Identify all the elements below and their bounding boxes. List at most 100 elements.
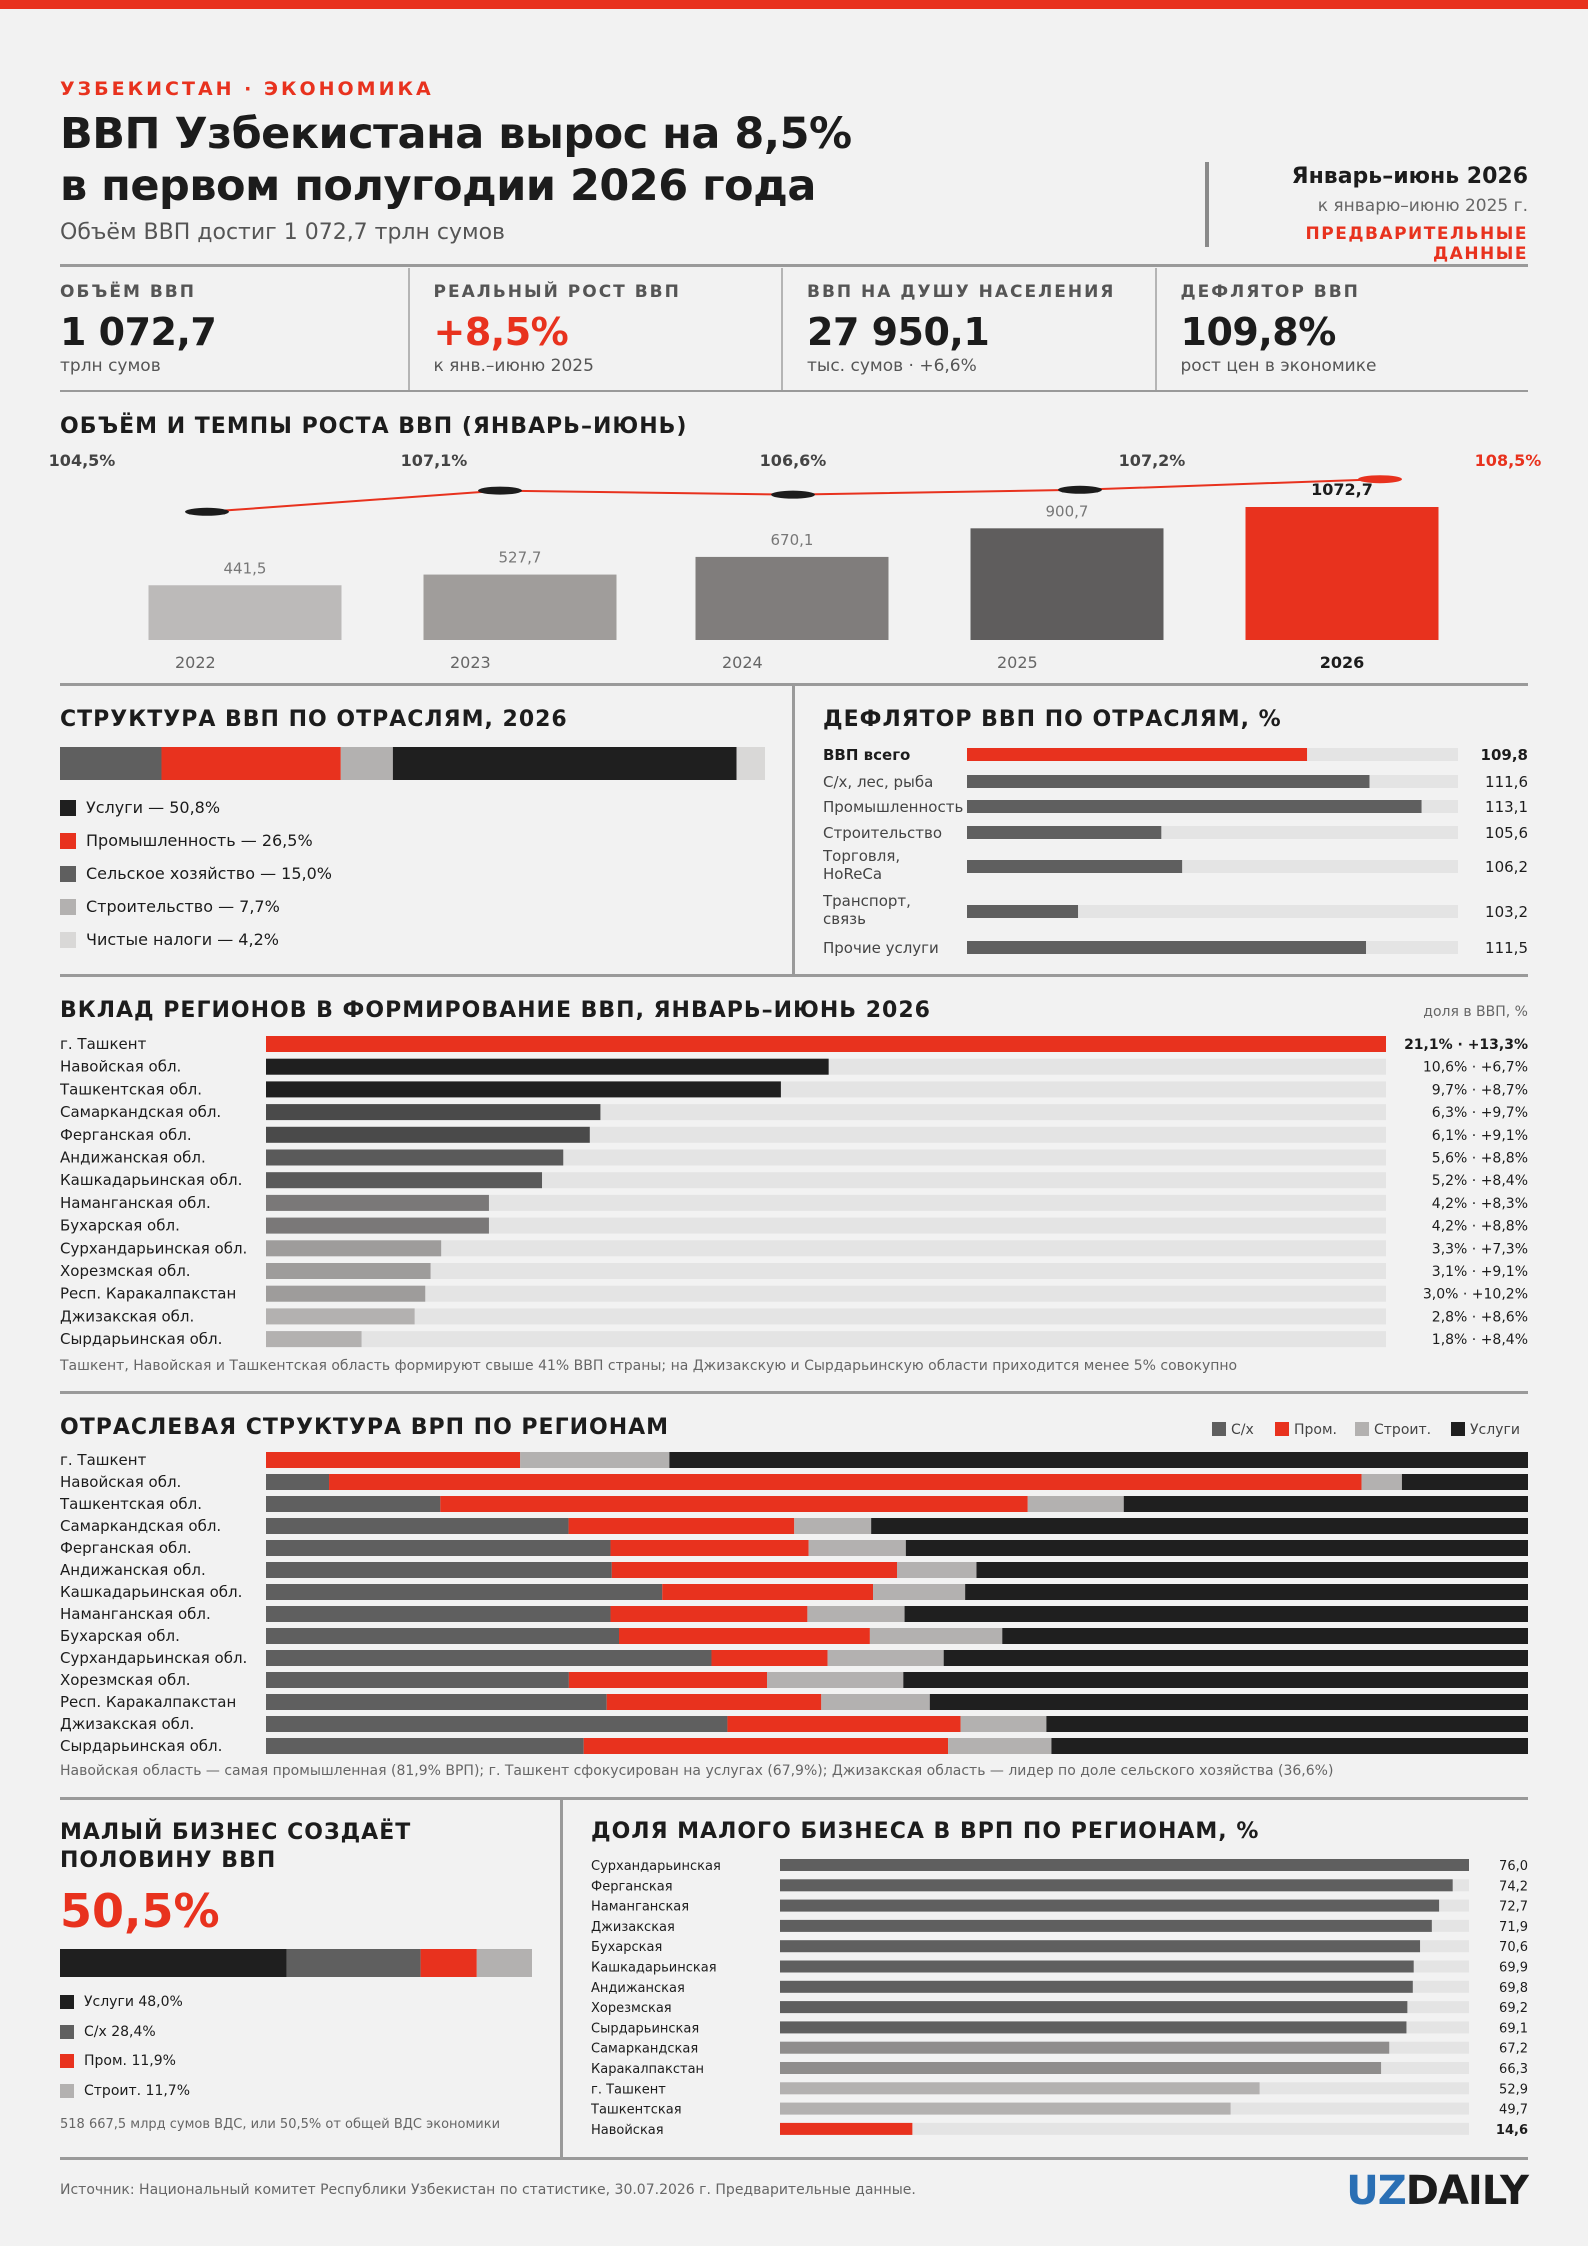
- structure-stacked-bar: [60, 747, 765, 780]
- kpi-gdp-volume: ОБЪЁМ ВВП 1 072,7 трлн сумов: [60, 268, 410, 390]
- region-label: Самаркандская обл.: [60, 1103, 221, 1121]
- sector-segment: [568, 1672, 768, 1688]
- deflator-category-label: Прочие услуги: [823, 939, 939, 957]
- kpi-note: тыс. сумов · +6,6%: [807, 356, 977, 376]
- region-label: Джизакская обл.: [60, 1307, 194, 1325]
- deflator-category-label: С/х, лес, рыба: [823, 773, 933, 791]
- sector-segment: [1027, 1496, 1124, 1512]
- legend-label: Услуги — 50,8%: [86, 798, 221, 817]
- deflator-category-label: HoReCa: [823, 865, 882, 883]
- small-business-region-label: Андижанская: [591, 1981, 685, 1996]
- small-business-segment: [286, 1949, 421, 1977]
- small-business-region-value: 69,2: [1499, 2001, 1528, 2016]
- region-label: Сырдарьинская обл.: [60, 1330, 222, 1348]
- divider: [60, 2157, 1528, 2160]
- sector-segment: [610, 1540, 809, 1556]
- period-subtitle: к январю–июню 2025 г.: [1317, 196, 1528, 216]
- small-business-region-bar: [780, 2001, 1408, 2014]
- sector-segment: [897, 1562, 977, 1578]
- sector-segment: [1361, 1474, 1402, 1490]
- legend-swatch: [1212, 1422, 1226, 1436]
- region-value-label: 3,0% · +10,2%: [1423, 1287, 1528, 1303]
- kpi-label: ВВП НА ДУШУ НАСЕЛЕНИЯ: [807, 282, 1116, 302]
- deflator-bar: [967, 860, 1183, 873]
- region-label: Хорезмская обл.: [60, 1262, 191, 1280]
- deflator-category-label: Промышленность: [823, 798, 963, 816]
- legend-label: Строит.: [1374, 1422, 1431, 1438]
- volume-value-label: 527,7: [499, 549, 542, 567]
- volume-chart-title: ОБЪЁМ И ТЕМПЫ РОСТА ВВП (ЯНВАРЬ–ИЮНЬ): [60, 414, 688, 439]
- sector-segment: [440, 1496, 1028, 1512]
- sector-segment: [520, 1452, 670, 1468]
- legend-label: Чистые налоги — 4,2%: [86, 930, 279, 949]
- region-value-label: 21,1% · +13,3%: [1404, 1037, 1528, 1053]
- deflator-bar: [967, 748, 1308, 761]
- deflator-category-label: Строительство: [823, 824, 942, 842]
- region-value-label: 3,1% · +9,1%: [1432, 1264, 1528, 1280]
- small-business-segment: [476, 1949, 532, 1977]
- kpi-value: 1 072,7: [60, 310, 217, 354]
- small-business-region-bar: [780, 1859, 1469, 1871]
- small-business-region-value: 66,3: [1499, 2062, 1528, 2077]
- small-business-region-label: Хорезмская: [591, 2001, 672, 2016]
- title-line-1: ВВП Узбекистана вырос на 8,5%: [60, 109, 852, 159]
- legend-item: С/х 28,4%: [60, 2024, 156, 2040]
- sector-segment: [266, 1452, 521, 1468]
- small-business-region-value: 74,2: [1499, 1879, 1528, 1894]
- sector-segment: [329, 1474, 1362, 1490]
- small-business-region-bar: [780, 1960, 1414, 1973]
- small-business-title-line-2: ПОЛОВИНУ ВВП: [60, 1848, 277, 1873]
- volume-year-label: 2024: [722, 653, 763, 672]
- small-business-region-value: 69,9: [1499, 1961, 1528, 1976]
- region-label: Кашкадарьинская обл.: [60, 1171, 242, 1189]
- kpi-real-growth: РЕАЛЬНЫЙ РОСТ ВВП +8,5% к янв.–июню 2025: [410, 268, 783, 390]
- region-value-label: 10,6% · +6,7%: [1423, 1060, 1528, 1076]
- kicker: УЗБЕКИСТАН · ЭКОНОМИКА: [60, 78, 434, 100]
- sector-segment: [619, 1628, 870, 1644]
- structure-chart-title: СТРУКТУРА ВВП ПО ОТРАСЛЯМ, 2026: [60, 707, 568, 732]
- source-note: Источник: Национальный комитет Республик…: [60, 2182, 916, 2198]
- kpi-value: 27 950,1: [807, 310, 990, 354]
- sector-segment: [610, 1606, 808, 1622]
- small-business-region-value: 14,6: [1496, 2123, 1528, 2138]
- structure-segment: [736, 747, 765, 780]
- small-business-region-label: Самаркандская: [591, 2042, 698, 2057]
- sector-segment: [266, 1518, 569, 1534]
- growth-point: [185, 507, 229, 516]
- legend-label: Промышленность — 26,5%: [86, 831, 313, 850]
- sector-segment: [767, 1672, 904, 1688]
- legend-swatch: [60, 1995, 74, 2009]
- vertical-divider: [560, 1800, 563, 2157]
- sector-segment: [807, 1606, 905, 1622]
- vertical-divider: [792, 686, 795, 974]
- sector-segment: [976, 1562, 1528, 1578]
- region-value-label: 1,8% · +8,4%: [1432, 1332, 1528, 1348]
- sector-segment: [266, 1694, 607, 1710]
- volume-value-label: 900,7: [1046, 502, 1089, 520]
- sector-segment: [869, 1628, 1003, 1644]
- volume-value-label: 441,5: [224, 559, 267, 577]
- volume-chart: 441,5 2022 527,7 2023 670,1 2024 900,7 2025 1072…: [49, 451, 1542, 672]
- small-business-region-label: Кашкадарьинская: [591, 1961, 717, 1976]
- legend-swatch: [60, 799, 76, 816]
- sector-segment: [827, 1650, 944, 1666]
- growth-label: 106,6%: [760, 451, 827, 470]
- sector-region-label: Джизакская обл.: [60, 1715, 194, 1733]
- region-bar: [266, 1172, 543, 1189]
- region-value-label: 4,2% · +8,8%: [1432, 1219, 1528, 1235]
- region-label: Андижанская обл.: [60, 1149, 206, 1167]
- logo-daily: DAILY: [1405, 2168, 1529, 2214]
- sector-regions-legend: С/х Пром. Строит. Услуги: [1212, 1422, 1520, 1438]
- regions-note: Ташкент, Навойская и Ташкентская область…: [60, 1358, 1238, 1374]
- legend-swatch: [60, 832, 76, 849]
- legend-label: Строительство — 7,7%: [86, 897, 280, 916]
- region-value-label: 5,6% · +8,8%: [1432, 1151, 1528, 1167]
- small-business-region-label: Джизакская: [591, 1920, 675, 1935]
- kpi-note: к янв.–июню 2025: [433, 356, 594, 376]
- small-business-segment: [60, 1949, 287, 1977]
- legend-label: Пром. 11,9%: [84, 2053, 176, 2069]
- deflator-value-label: 111,5: [1485, 939, 1528, 957]
- region-label: Респ. Каракалпакстан: [60, 1285, 236, 1303]
- small-business-share: 50,5%: [60, 1884, 220, 1938]
- region-track: [266, 1217, 1386, 1234]
